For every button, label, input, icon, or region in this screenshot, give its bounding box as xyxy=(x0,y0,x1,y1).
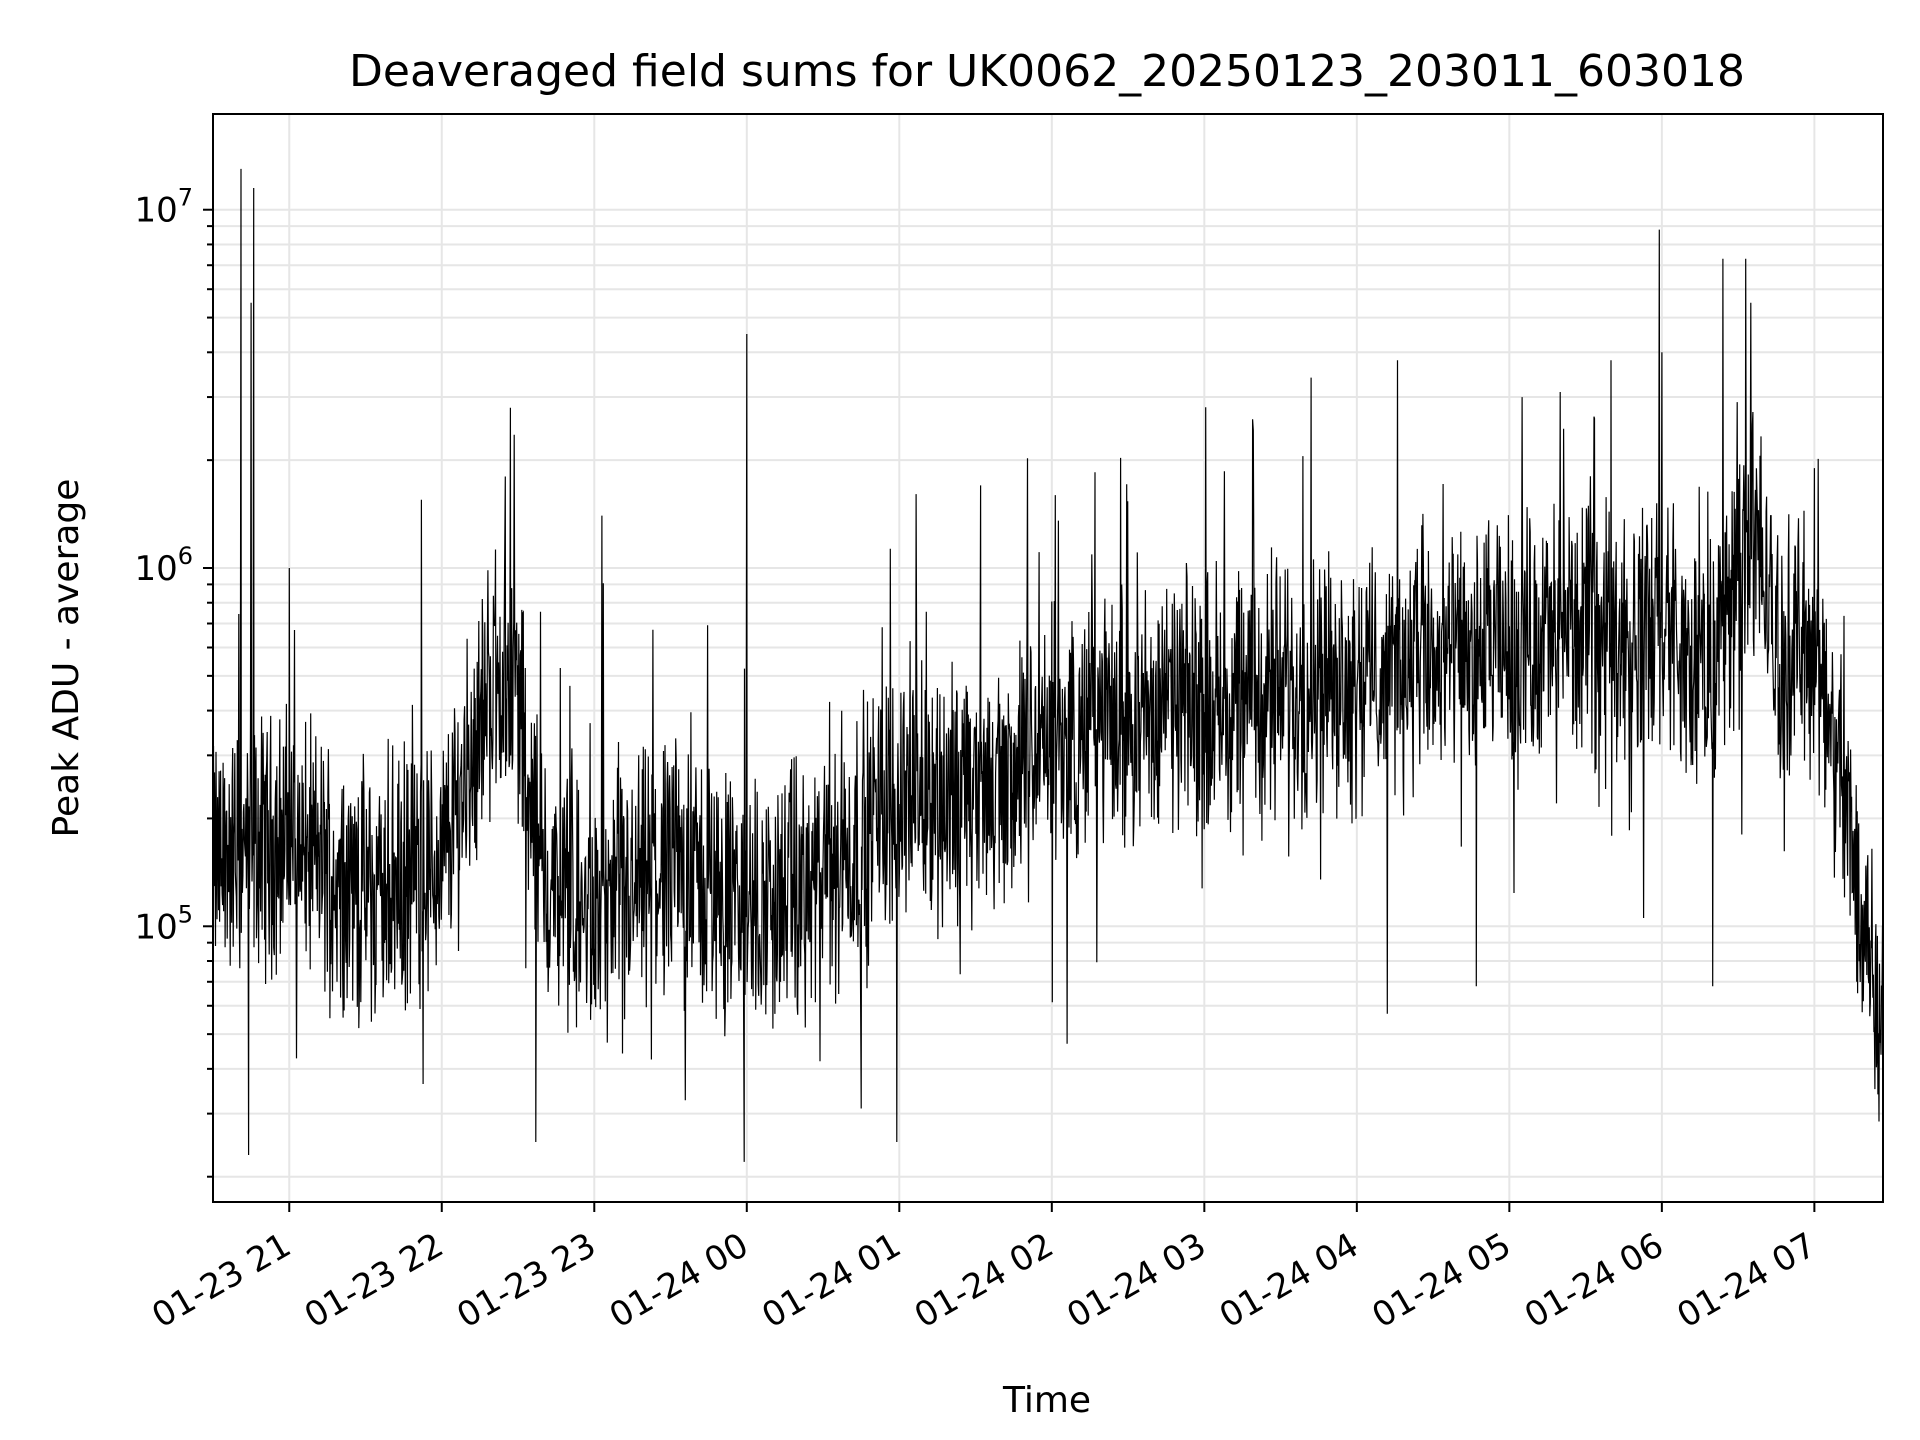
chart-title: Deaveraged field sums for UK0062_2025012… xyxy=(349,46,1745,97)
y-tick-label: 106 xyxy=(134,542,193,589)
series-layer xyxy=(212,168,1884,1162)
plot-frame xyxy=(212,113,1884,1203)
x-axis-label: Time xyxy=(1002,1380,1091,1421)
y-axis-label: Peak ADU - average xyxy=(46,479,87,838)
y-tick-label: 105 xyxy=(134,900,193,947)
series-line xyxy=(212,168,1884,1162)
y-tick-label: 107 xyxy=(134,184,193,231)
